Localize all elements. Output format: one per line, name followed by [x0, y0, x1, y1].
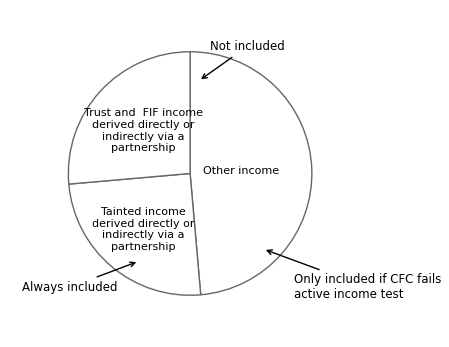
Text: Tainted income
derived directly or
indirectly via a
partnership: Tainted income derived directly or indir… — [92, 207, 194, 252]
Wedge shape — [69, 174, 201, 295]
Wedge shape — [190, 52, 312, 295]
Text: Other income: Other income — [203, 166, 279, 176]
Text: Only included if CFC fails
active income test: Only included if CFC fails active income… — [267, 250, 441, 301]
Wedge shape — [68, 52, 190, 184]
Text: Not included: Not included — [202, 40, 285, 78]
Text: Always included: Always included — [22, 262, 135, 294]
Text: Trust and  FIF income
derived directly or
indirectly via a
partnership: Trust and FIF income derived directly or… — [84, 108, 203, 153]
